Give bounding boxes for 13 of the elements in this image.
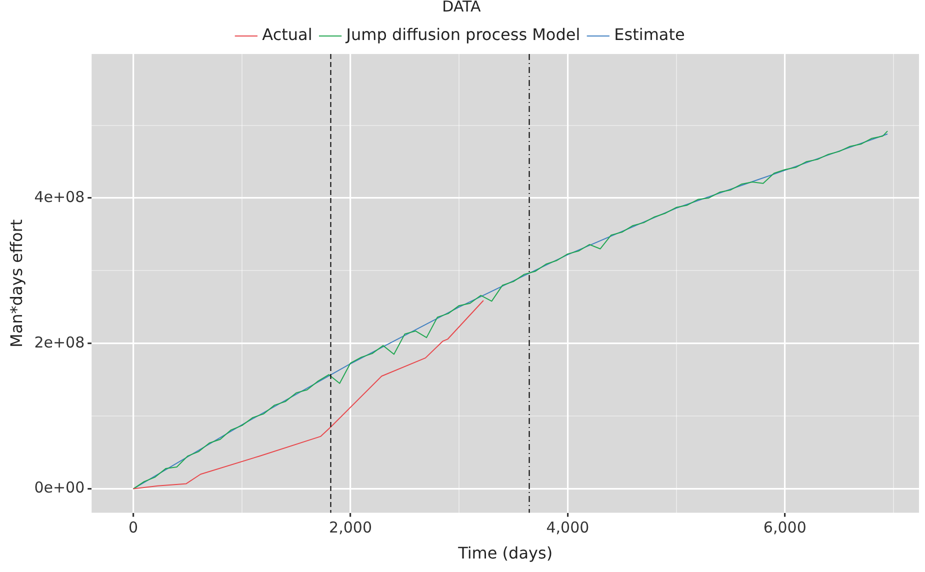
x-axis-title: Time (days) bbox=[457, 544, 553, 563]
x-tick-label: 4,000 bbox=[546, 518, 590, 537]
x-tick-label: 0 bbox=[128, 518, 138, 537]
legend-label: Actual bbox=[262, 25, 312, 44]
y-tick-label: 0e+00 bbox=[34, 478, 85, 497]
x-tick-label: 6,000 bbox=[763, 518, 806, 537]
y-tick-label: 2e+08 bbox=[34, 333, 85, 352]
legend-label: Jump diffusion process Model bbox=[345, 25, 580, 44]
legend-label: Estimate bbox=[614, 25, 685, 44]
legend-title: DATA bbox=[442, 0, 482, 16]
y-axis-title: Man*days effort bbox=[6, 219, 26, 348]
y-tick-label: 4e+08 bbox=[34, 188, 85, 206]
x-tick-label: 2,000 bbox=[329, 518, 372, 537]
